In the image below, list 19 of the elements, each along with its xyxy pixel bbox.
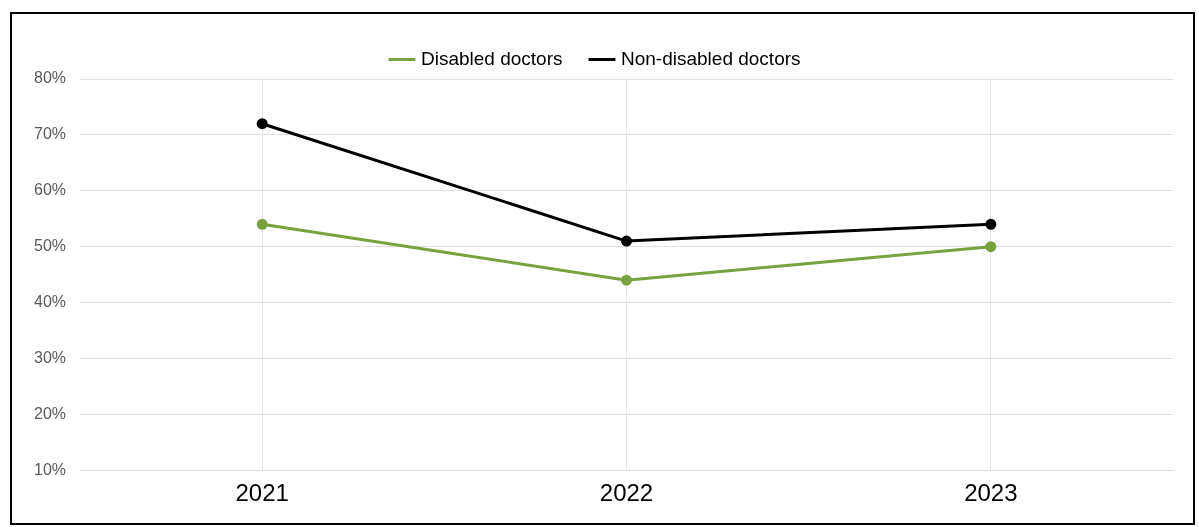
point: [256, 118, 268, 130]
point: [256, 218, 268, 230]
y-tick-label: 50%: [33, 237, 67, 255]
y-tick-label: 70%: [33, 125, 67, 143]
y-tick-label: 40%: [33, 292, 67, 310]
y-tick-label: 60%: [33, 181, 67, 199]
point: [985, 218, 997, 230]
y-tick-label: 10%: [33, 460, 67, 478]
point: [621, 274, 633, 286]
x-tick-label: 2022: [599, 479, 654, 507]
point: [621, 235, 633, 247]
legend-label: Non-disabled doctors: [620, 47, 801, 69]
y-tick-label: 20%: [33, 404, 67, 422]
y-tick-label: 30%: [33, 348, 67, 366]
y-tick-label: 80%: [33, 69, 67, 87]
legend-label: Disabled doctors: [420, 47, 563, 69]
point: [985, 241, 997, 253]
x-tick-label: 2023: [964, 479, 1018, 507]
x-tick-label: 2021: [235, 479, 289, 507]
